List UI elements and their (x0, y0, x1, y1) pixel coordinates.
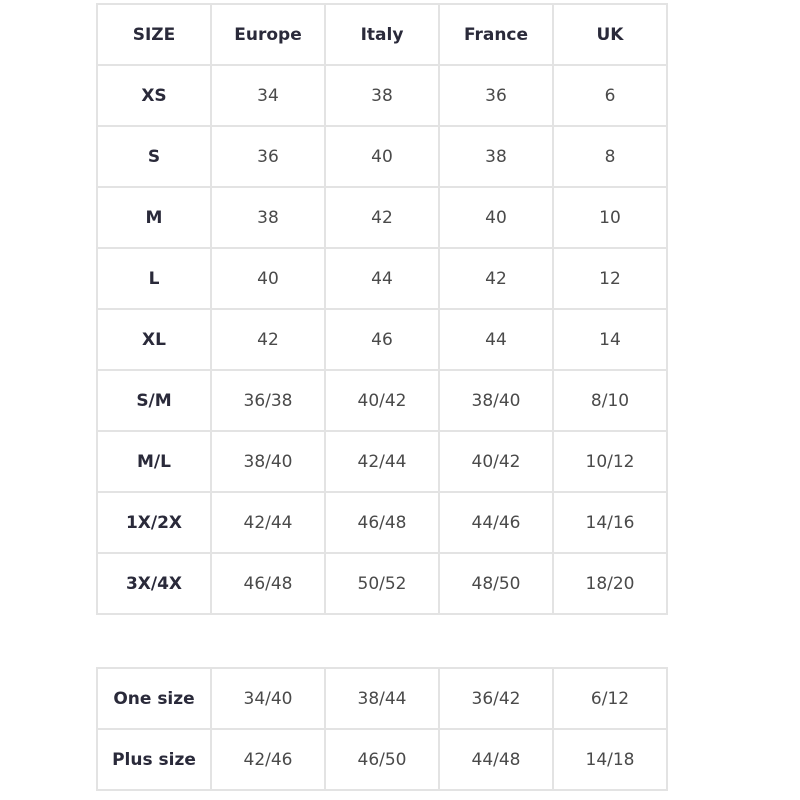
row-header: 3X/4X (96, 552, 212, 615)
table-cell: 14/18 (552, 728, 668, 791)
table-row: 3X/4X 46/48 50/52 48/50 18/20 (96, 552, 668, 615)
table-row: M/L 38/40 42/44 40/42 10/12 (96, 430, 668, 493)
size-chart-table: SIZE Europe Italy France UK XS 34 38 36 6 S 36 40 38 8… (96, 3, 668, 615)
table-row: XL 42 46 44 14 (96, 308, 668, 371)
table-cell: 36 (438, 64, 554, 127)
table-cell: 10 (552, 186, 668, 249)
column-header: Europe (210, 3, 326, 66)
table-cell: 40/42 (324, 369, 440, 432)
table-cell: 40/42 (438, 430, 554, 493)
table-cell: 42 (438, 247, 554, 310)
table-cell: 38/44 (324, 667, 440, 730)
row-header: L (96, 247, 212, 310)
table-cell: 44 (324, 247, 440, 310)
table-cell: 6 (552, 64, 668, 127)
table-cell: 8/10 (552, 369, 668, 432)
table-cell: 38 (324, 64, 440, 127)
table-cell: 46/48 (324, 491, 440, 554)
row-header: XL (96, 308, 212, 371)
table-row: L 40 44 42 12 (96, 247, 668, 310)
column-header: SIZE (96, 3, 212, 66)
table-cell: 38 (210, 186, 326, 249)
table-cell: 14 (552, 308, 668, 371)
table-cell: 50/52 (324, 552, 440, 615)
table-cell: 46 (324, 308, 440, 371)
table-row: S 36 40 38 8 (96, 125, 668, 188)
table-cell: 6/12 (552, 667, 668, 730)
table-row: XS 34 38 36 6 (96, 64, 668, 127)
row-header: Plus size (96, 728, 212, 791)
row-header: 1X/2X (96, 491, 212, 554)
table-cell: 44 (438, 308, 554, 371)
header-row: SIZE Europe Italy France UK (96, 3, 668, 66)
row-header: M/L (96, 430, 212, 493)
table-cell: 36/38 (210, 369, 326, 432)
table-cell: 34/40 (210, 667, 326, 730)
row-header: S (96, 125, 212, 188)
table-cell: 40 (210, 247, 326, 310)
table-cell: 14/16 (552, 491, 668, 554)
table-cell: 46/50 (324, 728, 440, 791)
row-header: XS (96, 64, 212, 127)
table-cell: 48/50 (438, 552, 554, 615)
table-cell: 18/20 (552, 552, 668, 615)
column-header: Italy (324, 3, 440, 66)
table-cell: 34 (210, 64, 326, 127)
table-cell: 44/48 (438, 728, 554, 791)
table-cell: 12 (552, 247, 668, 310)
row-header: One size (96, 667, 212, 730)
table-cell: 40 (438, 186, 554, 249)
table-cell: 42/46 (210, 728, 326, 791)
table-cell: 38/40 (438, 369, 554, 432)
table-cell: 38 (438, 125, 554, 188)
table-cell: 36/42 (438, 667, 554, 730)
table-cell: 42 (210, 308, 326, 371)
table-row: 1X/2X 42/44 46/48 44/46 14/16 (96, 491, 668, 554)
table-cell: 10/12 (552, 430, 668, 493)
table-row: One size 34/40 38/44 36/42 6/12 (96, 667, 668, 730)
row-header: M (96, 186, 212, 249)
table-cell: 42 (324, 186, 440, 249)
table-cell: 46/48 (210, 552, 326, 615)
column-header: UK (552, 3, 668, 66)
table-cell: 42/44 (324, 430, 440, 493)
table-cell: 8 (552, 125, 668, 188)
column-header: France (438, 3, 554, 66)
one-plus-size-table: One size 34/40 38/44 36/42 6/12 Plus size 42/4… (96, 667, 668, 791)
table-row: S/M 36/38 40/42 38/40 8/10 (96, 369, 668, 432)
table-row: M 38 42 40 10 (96, 186, 668, 249)
table-cell: 40 (324, 125, 440, 188)
row-header: S/M (96, 369, 212, 432)
table-row: Plus size 42/46 46/50 44/48 14/18 (96, 728, 668, 791)
table-cell: 44/46 (438, 491, 554, 554)
table-cell: 38/40 (210, 430, 326, 493)
table-cell: 36 (210, 125, 326, 188)
table-cell: 42/44 (210, 491, 326, 554)
